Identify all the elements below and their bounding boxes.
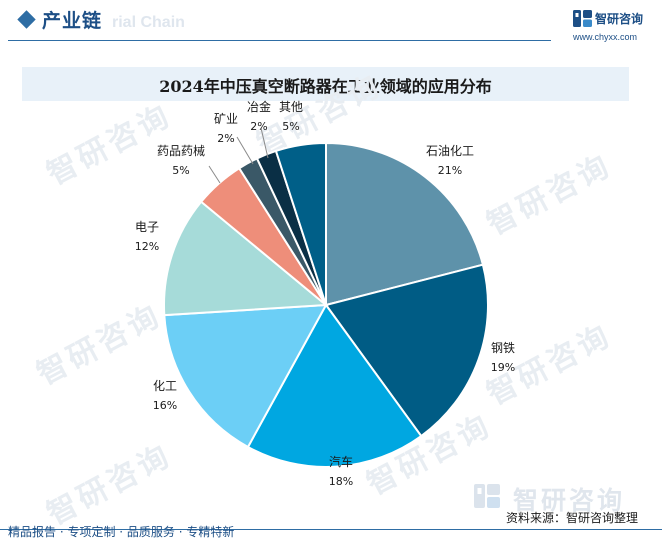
leader-line [208,165,221,184]
zhiyan-logo-icon [474,484,500,508]
slice-label: 药品药械 5% [141,142,221,180]
slice-label: 电子 12% [107,218,187,256]
data-source: 资料来源：智研咨询整理 [506,511,639,525]
pie-slice [163,200,329,317]
pie-slice [163,303,328,449]
slice-label-value: 18% [328,475,354,488]
slice-label-value: 19% [490,361,516,374]
slice-label-name: 电子 [134,220,159,234]
slice-label-value: 16% [152,399,178,412]
pie-slice [325,141,485,307]
slice-label-value: 5% [172,164,190,177]
slice-label: 汽车 18% [301,453,381,491]
slice-label-name: 汽车 [328,455,353,469]
header-watermark: rial Chain [112,14,185,31]
slice-label: 冶金 2% [219,98,299,136]
slice-label-value: 21% [437,164,463,177]
slice-label-name: 药品药械 [156,144,205,158]
zhiyan-logo-icon [573,10,592,27]
chart-title: 2024年中压真空断路器在工业领域的应用分布 [159,77,492,96]
slice-label-value: 12% [134,240,160,253]
brand-block[interactable]: 智研咨询 www.chyxx.com [573,10,657,46]
slice-label-name: 矿业 [213,112,238,126]
source-watermark: 智研咨询 [513,486,626,515]
slice-label-name: 化工 [152,379,177,393]
slice-label: 钢铁 19% [463,339,543,377]
slice-label: 其他 5% [251,98,331,136]
page-header: 产业链 rial Chain [0,0,662,44]
slice-label-name: 其他 [278,100,303,114]
slice-label-name: 钢铁 [490,341,515,355]
slice-label: 石油化工 21% [410,142,490,180]
pie-slice [324,263,489,438]
header-divider [8,40,551,41]
footer-tagline: 精品报告 · 专项定制 · 品质服务 · 专精特新 [8,525,235,539]
section-title: 产业链 [42,10,103,32]
slice-label-name: 石油化工 [425,144,474,158]
leader-line [236,136,254,165]
brand-url[interactable]: www.chyxx.com [573,32,638,42]
leader-line [260,127,269,159]
slice-label-name: 冶金 [246,100,271,114]
slice-label-value: 5% [282,120,300,133]
slice-label-value: 2% [250,120,268,133]
footer-divider [0,529,662,530]
slice-label: 化工 16% [125,377,205,415]
chart-title-band: 2024年中压真空断路器在工业领域的应用分布 [22,67,629,101]
slice-label-value: 2% [217,132,235,145]
pie-slice [246,303,423,468]
brand-name: 智研咨询 [595,12,644,26]
slice-label: 矿业 2% [186,110,266,148]
pie-slice [274,141,327,306]
